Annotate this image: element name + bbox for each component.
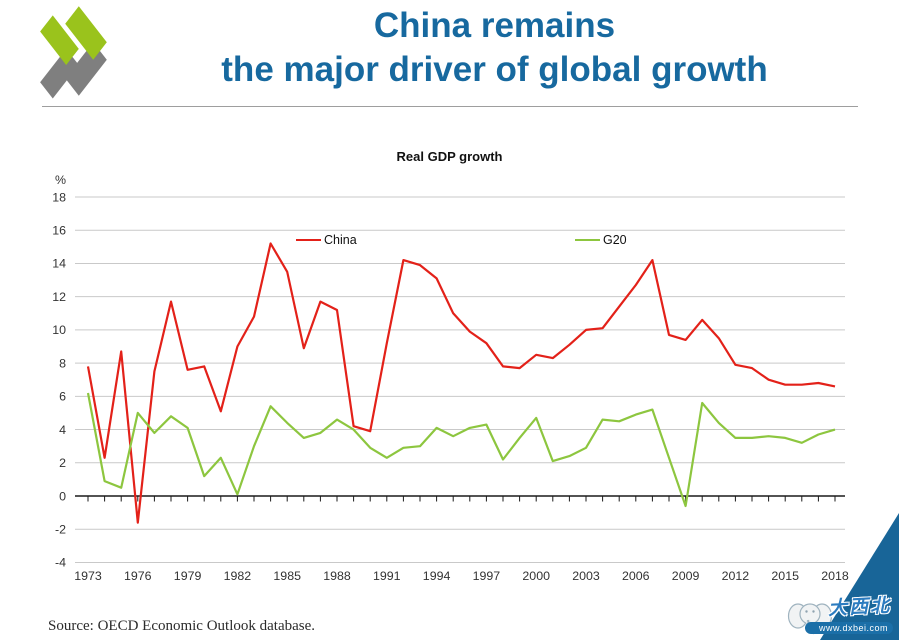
x-axis-labels: 1973 1976 1979 1982 1985 1988 1991 1994 1997 2000… xyxy=(74,569,849,583)
svg-text:14: 14 xyxy=(52,257,66,271)
svg-text:1994: 1994 xyxy=(423,569,451,583)
svg-text:2000: 2000 xyxy=(522,569,550,583)
svg-text:1976: 1976 xyxy=(124,569,152,583)
svg-text:1982: 1982 xyxy=(224,569,252,583)
svg-text:10: 10 xyxy=(52,323,66,337)
svg-text:1997: 1997 xyxy=(473,569,501,583)
svg-text:2: 2 xyxy=(59,456,66,470)
gridlines xyxy=(75,196,845,563)
dxbei-watermark: 大西北 www.dxbei.com xyxy=(787,594,899,640)
svg-text:1973: 1973 xyxy=(74,569,102,583)
svg-text:1979: 1979 xyxy=(174,569,202,583)
svg-text:18: 18 xyxy=(52,190,66,204)
y-axis-labels: 18 16 14 12 10 8 6 4 2 0 -2 -4% xyxy=(52,173,66,570)
china-line-swatch xyxy=(296,238,321,241)
china-line xyxy=(86,242,836,524)
watermark-cn-text: 大西北 xyxy=(827,595,892,620)
watermark-url: www.dxbei.com xyxy=(804,622,893,634)
page-title-line2: the major driver of global growth xyxy=(221,50,768,89)
svg-text:2018: 2018 xyxy=(821,569,849,583)
x-axis xyxy=(75,495,845,502)
svg-text:0: 0 xyxy=(59,489,66,503)
svg-text:-2: -2 xyxy=(55,523,66,537)
page-title: China remains the major driver of global… xyxy=(118,4,871,92)
svg-text:12: 12 xyxy=(52,290,66,304)
source-note: Source: OECD Economic Outlook database. xyxy=(48,618,316,634)
svg-text:%: % xyxy=(55,173,66,187)
g20-line xyxy=(86,392,836,508)
legend-item-china: China xyxy=(296,232,357,247)
svg-text:1991: 1991 xyxy=(373,569,401,583)
svg-text:6: 6 xyxy=(59,390,66,404)
svg-text:2006: 2006 xyxy=(622,569,650,583)
svg-text:2015: 2015 xyxy=(771,569,799,583)
chart-title: Real GDP growth xyxy=(396,149,503,164)
svg-text:1985: 1985 xyxy=(273,569,301,583)
svg-text:2012: 2012 xyxy=(722,569,750,583)
svg-text:4: 4 xyxy=(59,423,66,437)
page-title-line1: China remains xyxy=(373,6,616,45)
legend-label-g20: G20 xyxy=(603,232,627,247)
svg-text:1988: 1988 xyxy=(323,569,351,583)
svg-text:-4: -4 xyxy=(55,556,66,570)
svg-text:2009: 2009 xyxy=(672,569,700,583)
svg-text:8: 8 xyxy=(59,356,66,370)
svg-text:16: 16 xyxy=(52,224,66,238)
header-divider xyxy=(42,106,858,107)
corner-triangle xyxy=(820,513,899,640)
oecd-logo-icon xyxy=(40,6,107,99)
legend-label-china: China xyxy=(324,232,357,247)
svg-text:2003: 2003 xyxy=(572,569,600,583)
g20-line-swatch xyxy=(575,238,600,241)
legend-item-g20: G20 xyxy=(575,232,627,247)
